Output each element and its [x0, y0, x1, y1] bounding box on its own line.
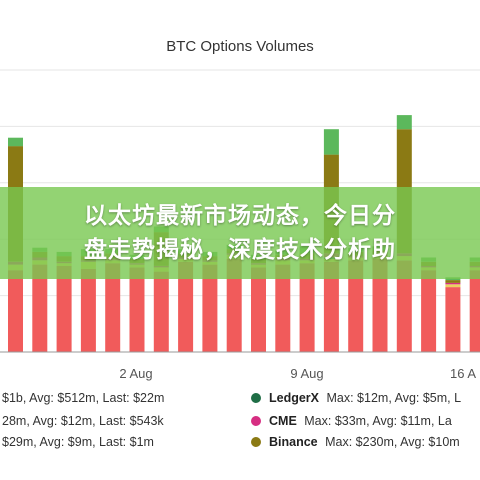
- legend-series-stats: Max: $33m, Avg: $11m, La: [304, 414, 452, 428]
- chart-title: BTC Options Volumes: [166, 38, 314, 55]
- bar-segment-deribit[interactable]: [178, 261, 194, 352]
- headline-line-2: 盘走势揭秘，深度技术分析助: [84, 237, 396, 263]
- bar-segment-deribit[interactable]: [421, 270, 437, 352]
- legend-series-name: LedgerX: [269, 391, 320, 405]
- bar-segment-deribit[interactable]: [275, 264, 291, 352]
- bar-segment-binance[interactable]: [445, 280, 461, 283]
- bar-segment-deribit[interactable]: [469, 270, 480, 352]
- headline-banner: 以太坊最新市场动态，今日分 盘走势揭秘，深度技术分析助: [0, 187, 480, 279]
- bar-segment-deribit[interactable]: [251, 267, 266, 352]
- bar-segment-deribit[interactable]: [372, 258, 388, 352]
- bar-segment-deribit[interactable]: [80, 268, 96, 352]
- bar-segment-deribit[interactable]: [129, 267, 145, 352]
- bar-segment-deribit[interactable]: [226, 258, 242, 352]
- legend-entry-binance[interactable]: Binance Max: $230m, Avg: $10m: [269, 435, 460, 449]
- x-tick-label: 2 Aug: [119, 366, 152, 381]
- bar-segment-deribit[interactable]: [105, 263, 121, 352]
- bar-segment-bakkt[interactable]: [8, 137, 23, 147]
- legend-marker-cme[interactable]: [251, 416, 261, 426]
- bar-segment-deribit[interactable]: [153, 271, 169, 352]
- bar-segment-deribit[interactable]: [202, 264, 218, 352]
- x-axis-ticks: 2 Aug 9 Aug 16 A: [119, 366, 476, 381]
- legend-marker-ledgerx[interactable]: [251, 393, 261, 403]
- legend-series-name: CME: [269, 414, 297, 428]
- bar-segment-deribit[interactable]: [323, 261, 339, 352]
- bar-segment-bakkt[interactable]: [396, 115, 412, 130]
- bar-segment-deribit[interactable]: [396, 260, 412, 352]
- legend-series-stats: Max: $12m, Avg: $5m, L: [327, 391, 462, 405]
- legend-entry-cme[interactable]: CME Max: $33m, Avg: $11m, La: [269, 414, 452, 428]
- legend-entry-text: $1b, Avg: $512m, Last: $22m: [2, 391, 164, 405]
- bar-segment-deribit[interactable]: [348, 260, 364, 352]
- legend-series-name: Binance: [269, 435, 318, 449]
- headline-line-1: 以太坊最新市场动态，今日分: [84, 203, 396, 229]
- legend: $1b, Avg: $512m, Last: $22m LedgerX Max:…: [2, 391, 461, 449]
- x-tick-label: 9 Aug: [290, 366, 323, 381]
- legend-entry-text: $29m, Avg: $9m, Last: $1m: [2, 435, 154, 449]
- bar-segment-deribit[interactable]: [445, 287, 461, 352]
- x-tick-label: 16 A: [450, 366, 476, 381]
- bar-segment-deribit[interactable]: [56, 266, 72, 352]
- bar-segment-bakkt[interactable]: [323, 129, 339, 155]
- legend-marker-binance[interactable]: [251, 437, 261, 447]
- bar-segment-cme[interactable]: [445, 282, 461, 285]
- legend-entry-text: 28m, Avg: $12m, Last: $543k: [2, 414, 164, 428]
- bar-segment-deribit[interactable]: [8, 270, 23, 352]
- legend-entry-ledgerx[interactable]: LedgerX Max: $12m, Avg: $5m, L: [269, 391, 461, 405]
- bar-segment-okex[interactable]: [445, 284, 461, 288]
- legend-series-stats: Max: $230m, Avg: $10m: [325, 435, 460, 449]
- bar-segment-deribit[interactable]: [32, 264, 48, 352]
- bar-segment-deribit[interactable]: [299, 263, 315, 352]
